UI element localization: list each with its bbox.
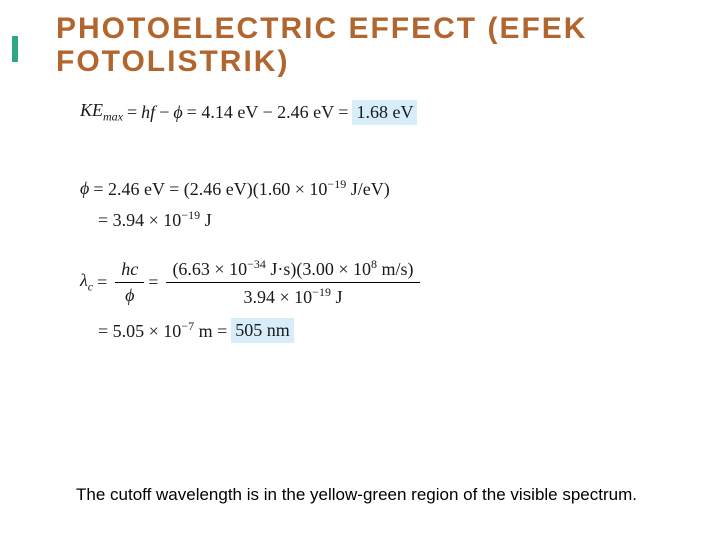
slide-title: PHOTOELECTRIC EFFECT (EFEK FOTOLISTRIK) <box>56 12 690 78</box>
equation-lambda-2: = 5.05 × 10−7 m = 505 nm <box>98 318 690 343</box>
lambda-symbol: λc <box>80 270 93 295</box>
equation-ke: KEmax = hf − ϕ = 4.14 eV − 2.46 eV = 1.6… <box>80 100 690 125</box>
ke-text: KE <box>80 100 103 120</box>
eq3b-exp: −7 <box>181 319 194 333</box>
eq2b-body: = 3.94 × 10−19 J <box>98 208 212 231</box>
eq3b-b: m = <box>194 321 227 341</box>
frac1-den: ϕ <box>119 283 140 306</box>
f2n-b: J·s)(3.00 × 10 <box>266 259 371 279</box>
equation-phi-2: = 3.94 × 10−19 J <box>98 208 690 231</box>
frac2-den: 3.94 × 10−19 J <box>238 283 349 308</box>
eq2a-b: J/eV) <box>346 179 390 199</box>
eq3b-body: = 5.05 × 10−7 m = <box>98 319 227 342</box>
spacer-1 <box>80 133 690 177</box>
eq1-nums: = 4.14 eV − 2.46 eV = <box>187 102 349 123</box>
frac1-num: hc <box>115 259 144 283</box>
eq2b-b: J <box>200 210 212 230</box>
frac-numeric: (6.63 × 10−34 J·s)(3.00 × 108 m/s) 3.94 … <box>166 257 419 308</box>
ke-sub: max <box>103 110 123 124</box>
spacer-2 <box>80 239 690 257</box>
equation-lambda-1: λc = hc ϕ = (6.63 × 10−34 J·s)(3.00 × 10… <box>80 257 690 308</box>
eq2a-exp: −19 <box>327 177 346 191</box>
frac-hc-phi: hc ϕ <box>115 259 144 306</box>
f2n-a: (6.63 × 10 <box>172 259 247 279</box>
eq2a-body: = 2.46 eV = (2.46 eV)(1.60 × 10−19 J/eV) <box>93 177 389 200</box>
eq1-phi: ϕ <box>173 102 182 123</box>
lambda-char: λ <box>80 270 88 290</box>
accent-bar <box>12 36 18 62</box>
eq2b-exp: −19 <box>181 208 200 222</box>
slide: PHOTOELECTRIC EFFECT (EFEK FOTOLISTRIK) … <box>0 0 720 540</box>
eq1-hf: hf <box>141 102 155 123</box>
eq1-result: 1.68 eV <box>352 100 417 125</box>
eq3b-a: = 5.05 × 10 <box>98 321 181 341</box>
eq2a-a: = 2.46 eV = (2.46 eV)(1.60 × 10 <box>93 179 327 199</box>
lambda-sub: c <box>88 280 93 294</box>
f2d-b: J <box>331 287 343 307</box>
eq3b-result: 505 nm <box>231 318 294 343</box>
eq1-eq: = <box>127 102 137 123</box>
equations-block: KEmax = hf − ϕ = 4.14 eV − 2.46 eV = 1.6… <box>80 100 690 343</box>
frac2-num: (6.63 × 10−34 J·s)(3.00 × 108 m/s) <box>166 257 419 283</box>
eq3a-eq2: = <box>148 272 158 293</box>
eq1-minus: − <box>159 102 169 123</box>
f2n-e1: −34 <box>247 257 266 271</box>
eq3a-eq1: = <box>97 272 107 293</box>
eq2a-phi: ϕ <box>80 178 89 199</box>
f2d-a: 3.94 × 10 <box>244 287 313 307</box>
equation-phi-1: ϕ = 2.46 eV = (2.46 eV)(1.60 × 10−19 J/e… <box>80 177 690 200</box>
f2n-c: m/s) <box>377 259 414 279</box>
caption-text: The cutoff wavelength is in the yellow-g… <box>76 484 660 506</box>
ke-symbol: KEmax <box>80 100 123 125</box>
eq2b-a: = 3.94 × 10 <box>98 210 181 230</box>
f2d-e: −19 <box>312 285 331 299</box>
